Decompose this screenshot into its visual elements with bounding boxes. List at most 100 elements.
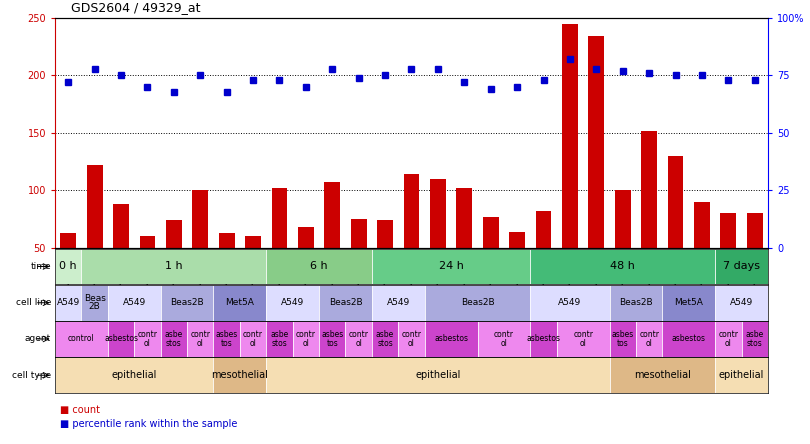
Bar — [319, 321, 346, 357]
Text: control: control — [68, 334, 95, 344]
Bar — [55, 249, 82, 284]
Bar — [113, 204, 129, 248]
Bar — [266, 357, 610, 393]
Bar — [240, 321, 266, 357]
Text: contr
ol: contr ol — [573, 330, 593, 348]
Bar — [610, 321, 636, 357]
Text: epithelial: epithelial — [112, 370, 157, 380]
Text: contr
ol: contr ol — [348, 330, 369, 348]
Text: ■ count: ■ count — [60, 405, 100, 415]
Bar — [245, 237, 261, 248]
Bar — [403, 174, 420, 248]
Text: contr
ol: contr ol — [190, 330, 211, 348]
Bar — [531, 285, 610, 321]
Bar — [615, 190, 631, 248]
Text: 48 h: 48 h — [610, 262, 635, 271]
Bar — [192, 190, 208, 248]
Bar — [219, 233, 235, 248]
Bar — [266, 321, 292, 357]
Bar — [214, 285, 266, 321]
Bar — [715, 249, 768, 284]
Bar — [747, 214, 763, 248]
Bar — [351, 219, 367, 248]
Text: asbes
tos: asbes tos — [612, 330, 634, 348]
Bar — [55, 285, 82, 321]
Text: contr
ol: contr ol — [243, 330, 263, 348]
Bar — [55, 321, 108, 357]
Bar — [531, 249, 715, 284]
Bar — [187, 321, 214, 357]
Bar — [108, 321, 134, 357]
Text: asbes
tos: asbes tos — [321, 330, 343, 348]
Bar — [266, 285, 319, 321]
Text: asbe
stos: asbe stos — [376, 330, 394, 348]
Text: Beas
2B: Beas 2B — [83, 294, 105, 311]
Text: Beas2B: Beas2B — [170, 298, 204, 307]
Text: Beas2B: Beas2B — [329, 298, 362, 307]
Text: asbestos: asbestos — [671, 334, 706, 344]
Text: epithelial: epithelial — [416, 370, 461, 380]
Text: agent: agent — [25, 334, 51, 344]
Text: contr
ol: contr ol — [494, 330, 514, 348]
Bar — [108, 285, 160, 321]
Text: Beas2B: Beas2B — [619, 298, 653, 307]
Bar — [377, 220, 393, 248]
Bar — [292, 321, 319, 357]
Bar — [509, 232, 525, 248]
Text: A549: A549 — [281, 298, 305, 307]
Text: epithelial: epithelial — [719, 370, 765, 380]
Bar — [642, 131, 657, 248]
Bar — [720, 214, 736, 248]
Bar — [271, 188, 288, 248]
Bar — [346, 321, 372, 357]
Text: A549: A549 — [558, 298, 582, 307]
Text: cell line: cell line — [15, 298, 51, 307]
Bar — [535, 211, 552, 248]
Bar — [82, 249, 266, 284]
Bar — [424, 285, 531, 321]
Bar — [160, 285, 214, 321]
Bar — [298, 227, 313, 248]
Bar — [60, 233, 76, 248]
Text: 7 days: 7 days — [723, 262, 760, 271]
Bar — [214, 357, 266, 393]
Bar — [562, 24, 578, 248]
Bar — [456, 188, 472, 248]
Bar — [134, 321, 160, 357]
Text: asbestos: asbestos — [526, 334, 561, 344]
Text: GDS2604 / 49329_at: GDS2604 / 49329_at — [71, 0, 201, 14]
Bar — [667, 156, 684, 248]
Bar — [55, 357, 214, 393]
Bar — [715, 285, 768, 321]
Text: Met5A: Met5A — [675, 298, 703, 307]
Text: 24 h: 24 h — [439, 262, 463, 271]
Text: mesothelial: mesothelial — [211, 370, 268, 380]
Bar — [372, 249, 531, 284]
Text: asbes
tos: asbes tos — [215, 330, 238, 348]
Bar — [166, 220, 181, 248]
Bar — [430, 179, 446, 248]
Bar — [636, 321, 663, 357]
Bar — [424, 321, 478, 357]
Bar — [588, 36, 604, 248]
Bar — [610, 285, 663, 321]
Bar — [715, 321, 742, 357]
Text: time: time — [30, 262, 51, 271]
Text: asbestos: asbestos — [104, 334, 138, 344]
Bar — [663, 285, 715, 321]
Text: A549: A549 — [122, 298, 146, 307]
Text: Met5A: Met5A — [225, 298, 254, 307]
Text: contr
ol: contr ol — [138, 330, 157, 348]
Bar — [483, 217, 499, 248]
Bar — [556, 321, 610, 357]
Text: contr
ol: contr ol — [718, 330, 739, 348]
Bar — [531, 321, 556, 357]
Bar — [478, 321, 531, 357]
Text: 0 h: 0 h — [59, 262, 77, 271]
Text: 6 h: 6 h — [310, 262, 328, 271]
Text: contr
ol: contr ol — [639, 330, 659, 348]
Text: cell type: cell type — [12, 371, 51, 380]
Text: asbestos: asbestos — [434, 334, 468, 344]
Bar — [372, 321, 399, 357]
Text: 1 h: 1 h — [165, 262, 182, 271]
